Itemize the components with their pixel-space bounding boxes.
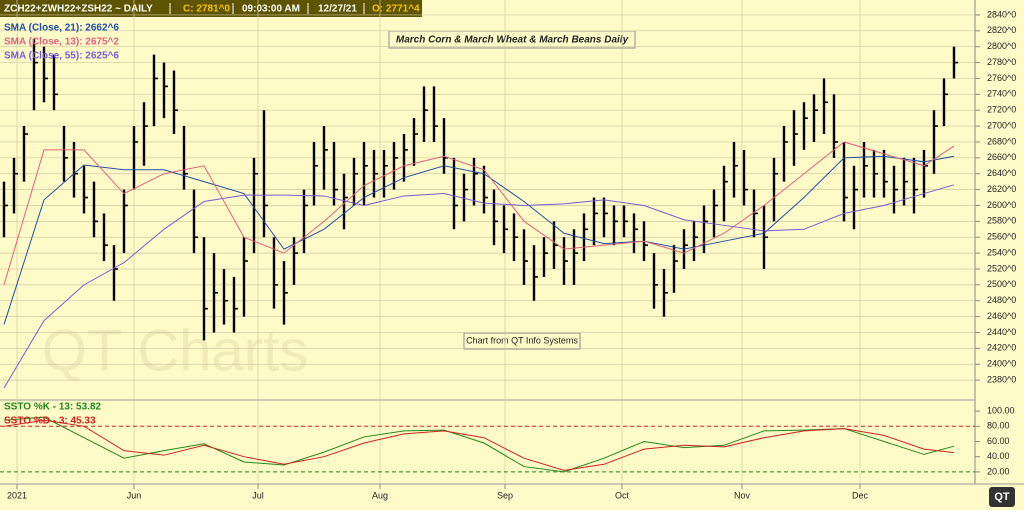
y-tick-label: 2500^0 — [987, 279, 1016, 289]
y-tick-label: 2460^0 — [987, 311, 1016, 321]
logo: QT — [994, 491, 1010, 503]
indicator-line — [3, 155, 955, 325]
y-tick-label: 2840^0 — [987, 9, 1016, 19]
chart-title: March Corn & March Wheat & March Beans D… — [396, 35, 629, 46]
indicator-line — [3, 419, 955, 471]
legend-entry: SSTO %K - 13: 53.82 — [4, 402, 102, 413]
header-date: 12/27/21 — [318, 4, 357, 15]
y-tick-label: 2680^0 — [987, 136, 1016, 146]
y-tick-label: 2580^0 — [987, 216, 1016, 226]
y-tick-label: 2420^0 — [987, 343, 1016, 353]
y-tick-label: 2600^0 — [987, 200, 1016, 210]
y-tick-label: 2800^0 — [987, 41, 1016, 51]
x-tick-label: 2021 — [7, 490, 27, 500]
annotation: Chart from QT Info Systems — [466, 335, 578, 345]
y-tick-label: 2400^0 — [987, 359, 1016, 369]
y-tick-label: 2620^0 — [987, 184, 1016, 194]
annotation-box — [463, 332, 581, 350]
y-tick-label: 2520^0 — [987, 263, 1016, 273]
x-tick-label: Oct — [615, 490, 630, 500]
x-tick-label: Jul — [252, 490, 264, 500]
y-tick-label: 2740^0 — [987, 89, 1016, 99]
y-tick-label: 40.00 — [987, 451, 1010, 461]
y-tick-label: 2380^0 — [987, 374, 1016, 384]
y-tick-label: 2640^0 — [987, 168, 1016, 178]
y-tick-label: 2700^0 — [987, 120, 1016, 130]
y-tick-label: 2480^0 — [987, 295, 1016, 305]
legend-entry: SMA (Close, 55): 2625^6 — [4, 51, 119, 62]
header-open: O: 2771^4 — [372, 4, 420, 15]
y-tick-label: 2780^0 — [987, 57, 1016, 67]
x-tick-label: Nov — [734, 490, 751, 500]
y-tick-label: 60.00 — [987, 436, 1010, 446]
y-tick-label: 80.00 — [987, 421, 1010, 431]
watermark: QT Charts — [42, 318, 308, 383]
x-tick-label: Dec — [852, 490, 869, 500]
x-tick-label: Sep — [497, 490, 513, 500]
y-tick-label: 2440^0 — [987, 327, 1016, 337]
y-tick-label: 2760^0 — [987, 73, 1016, 83]
y-tick-label: 2540^0 — [987, 247, 1016, 257]
logo-box — [989, 487, 1015, 507]
legend-entry: SSTO %D - 3: 45.33 — [4, 416, 96, 427]
indicator-line — [3, 416, 955, 473]
header-close: C: 2781^0 — [183, 4, 230, 15]
y-tick-label: 100.00 — [987, 405, 1015, 415]
header-symbol: ZCH22+ZWH22+ZSH22 ~ DAILY — [4, 4, 153, 15]
y-tick-label: 2560^0 — [987, 232, 1016, 242]
y-tick-label: 2720^0 — [987, 105, 1016, 115]
y-tick-label: 2820^0 — [987, 25, 1016, 35]
indicator-line — [3, 184, 955, 389]
indicator-line — [3, 141, 955, 285]
y-tick-label: 20.00 — [987, 466, 1010, 476]
x-tick-label: Aug — [372, 490, 388, 500]
header-time: 09:03:00 AM — [242, 4, 300, 15]
x-tick-label: Jun — [127, 490, 142, 500]
legend-entry: SMA (Close, 21): 2662^6 — [4, 23, 119, 34]
legend-entry: SMA (Close, 13): 2675^2 — [4, 37, 119, 48]
header-box — [0, 0, 422, 17]
y-tick-label: 2660^0 — [987, 152, 1016, 162]
